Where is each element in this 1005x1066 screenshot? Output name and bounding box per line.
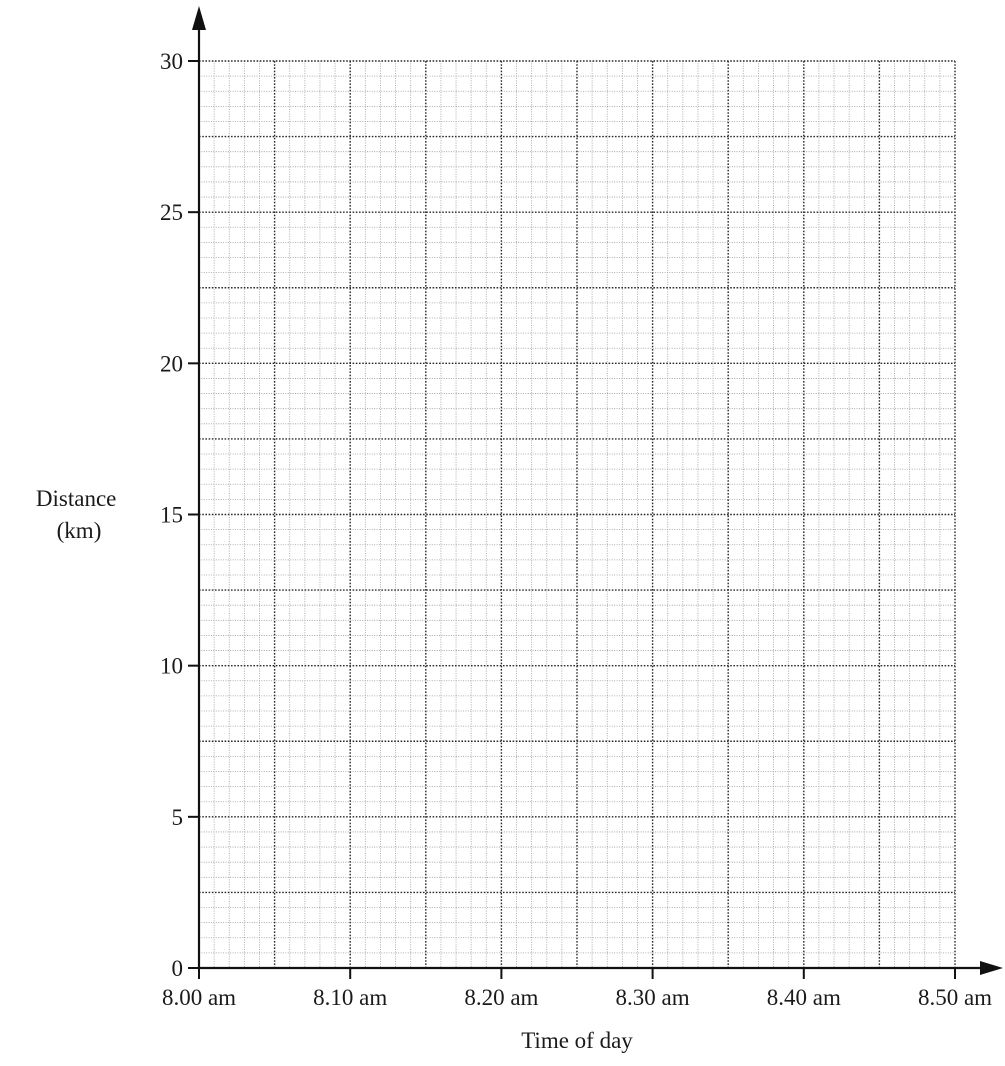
x-tick-label: 8.00 am	[162, 985, 236, 1010]
y-axis-title-line-1: Distance	[36, 486, 116, 511]
axes	[192, 6, 1003, 975]
y-tick-label: 15	[160, 503, 183, 528]
y-tick-label: 25	[160, 200, 183, 225]
major-grid	[199, 60, 956, 968]
y-tick-label: 30	[160, 49, 183, 74]
y-axis-title: Distance (km)	[36, 486, 122, 543]
y-tick-label: 5	[172, 805, 184, 830]
x-tick-label: 8.20 am	[464, 985, 538, 1010]
y-axis-arrow-icon	[192, 6, 206, 30]
x-axis-ticks: 8.00 am 8.10 am 8.20 am 8.30 am 8.40 am 8.50 …	[162, 968, 992, 1010]
x-axis-arrow-icon	[980, 961, 1003, 975]
y-axis-title-line-2: (km)	[57, 518, 102, 543]
y-tick-label: 10	[160, 654, 183, 679]
y-tick-label: 20	[160, 351, 183, 376]
x-tick-label: 8.10 am	[313, 985, 387, 1010]
x-tick-label: 8.40 am	[767, 985, 841, 1010]
x-tick-label: 8.30 am	[616, 985, 690, 1010]
x-axis-title: Time of day	[521, 1028, 633, 1053]
y-axis-ticks: 0 5 10 15 20 25 30	[160, 49, 199, 981]
x-tick-label: 8.50 am	[918, 985, 992, 1010]
y-tick-label: 0	[172, 956, 184, 981]
